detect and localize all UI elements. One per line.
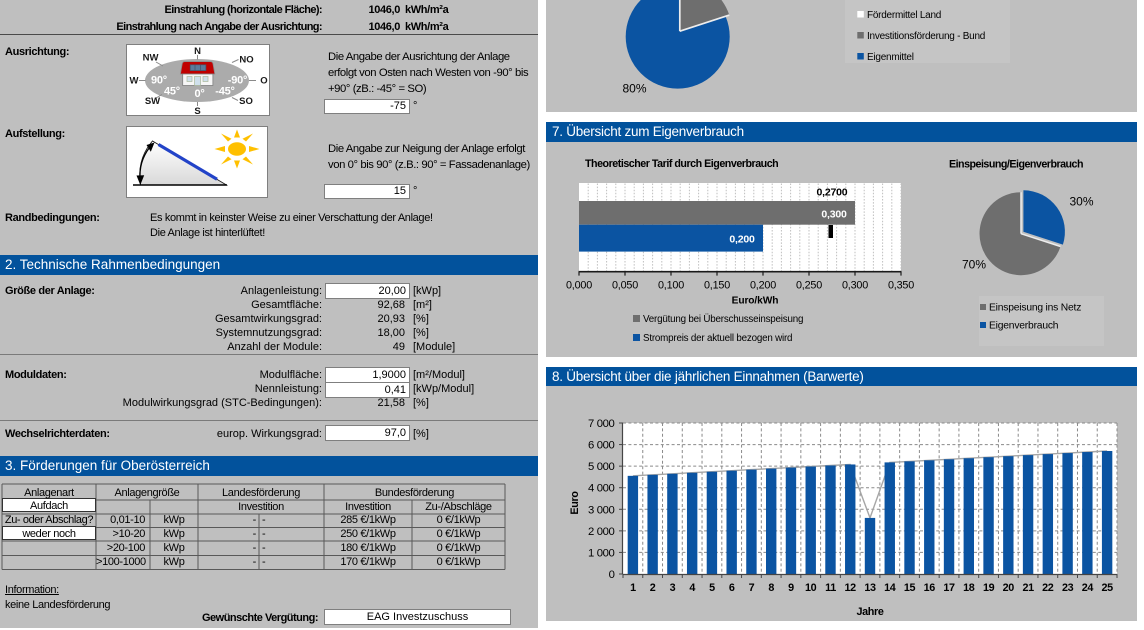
svg-text:19: 19 [983, 582, 995, 594]
svg-text:8: 8 [768, 582, 774, 594]
svg-text:NW: NW [143, 53, 159, 64]
svg-text:14: 14 [884, 582, 896, 594]
svg-text:1 000: 1 000 [588, 547, 615, 559]
svg-text:18: 18 [963, 582, 975, 594]
svg-text:5 000: 5 000 [588, 461, 615, 473]
svg-text:Eigenverbrauch: Eigenverbrauch [989, 321, 1059, 332]
svg-text:13: 13 [864, 582, 876, 594]
svg-text:7: 7 [749, 582, 755, 594]
svg-text:Euro: Euro [569, 491, 581, 515]
svg-text:0,200: 0,200 [750, 280, 776, 292]
svg-text:1: 1 [630, 582, 636, 594]
svg-text:22: 22 [1042, 582, 1054, 594]
svg-text:0,300: 0,300 [842, 280, 868, 292]
svg-text:0°: 0° [194, 88, 204, 100]
svg-text:3 000: 3 000 [588, 504, 615, 516]
svg-text:N: N [194, 46, 201, 57]
svg-text:0,050: 0,050 [612, 280, 638, 292]
svg-text:30%: 30% [1070, 195, 1094, 209]
svg-text:0: 0 [609, 569, 615, 581]
svg-text:Fördermittel Land: Fördermittel Land [867, 10, 941, 21]
svg-text:0,250: 0,250 [796, 280, 822, 292]
svg-text:10: 10 [805, 582, 817, 594]
svg-text:25: 25 [1101, 582, 1113, 594]
svg-text:Vergütung bei Überschusseinspe: Vergütung bei Überschusseinspeisung [643, 314, 803, 325]
svg-text:0,200: 0,200 [729, 234, 755, 246]
svg-text:Einspeisung ins Netz: Einspeisung ins Netz [989, 303, 1081, 314]
svg-text:11: 11 [825, 582, 836, 594]
svg-text:70%: 70% [962, 258, 986, 272]
svg-text:2: 2 [650, 582, 656, 594]
svg-text:0,2700: 0,2700 [817, 187, 848, 199]
svg-text:0,350: 0,350 [888, 280, 914, 292]
svg-text:Euro/kWh: Euro/kWh [732, 296, 779, 307]
svg-text:16: 16 [924, 582, 936, 594]
svg-text:12: 12 [845, 582, 857, 594]
svg-text:45°: 45° [164, 86, 180, 98]
svg-text:Investitionsförderung - Bund: Investitionsförderung - Bund [867, 31, 985, 42]
svg-text:NO: NO [239, 55, 253, 66]
svg-text:0,100: 0,100 [658, 280, 684, 292]
svg-text:W: W [130, 76, 139, 87]
svg-text:4 000: 4 000 [588, 483, 615, 495]
svg-text:SW: SW [145, 96, 160, 107]
svg-text:3: 3 [670, 582, 676, 594]
svg-text:4: 4 [689, 582, 695, 594]
svg-text:6 000: 6 000 [588, 440, 615, 452]
svg-text:24: 24 [1082, 582, 1094, 594]
svg-text:Eigenmittel: Eigenmittel [867, 52, 914, 63]
svg-text:SO: SO [239, 96, 253, 107]
svg-text:O: O [260, 76, 267, 87]
svg-text:6: 6 [729, 582, 735, 594]
svg-text:23: 23 [1062, 582, 1074, 594]
svg-text:15: 15 [904, 582, 916, 594]
svg-text:80%: 80% [623, 82, 647, 96]
svg-text:Jahre: Jahre [856, 606, 883, 618]
svg-text:-90°: -90° [228, 75, 248, 87]
svg-text:Strompreis der aktuell bezogen: Strompreis der aktuell bezogen wird [643, 333, 792, 344]
svg-text:Einspeisung/Eigenverbrauch: Einspeisung/Eigenverbrauch [949, 159, 1083, 171]
svg-text:7 000: 7 000 [588, 418, 615, 430]
svg-text:S: S [194, 106, 200, 116]
svg-text:0,150: 0,150 [704, 280, 730, 292]
svg-text:21: 21 [1022, 582, 1034, 594]
svg-text:5: 5 [709, 582, 715, 594]
svg-text:-45°: -45° [215, 86, 235, 98]
svg-text:20: 20 [1003, 582, 1015, 594]
svg-text:0,000: 0,000 [566, 280, 592, 292]
svg-text:2 000: 2 000 [588, 526, 615, 538]
svg-text:0,300: 0,300 [821, 209, 847, 221]
svg-text:17: 17 [943, 582, 955, 594]
svg-text:90°: 90° [151, 75, 167, 87]
svg-text:Theoretischer Tarif durch Eige: Theoretischer Tarif durch Eigenverbrauch [585, 158, 778, 170]
svg-text:9: 9 [788, 582, 794, 594]
